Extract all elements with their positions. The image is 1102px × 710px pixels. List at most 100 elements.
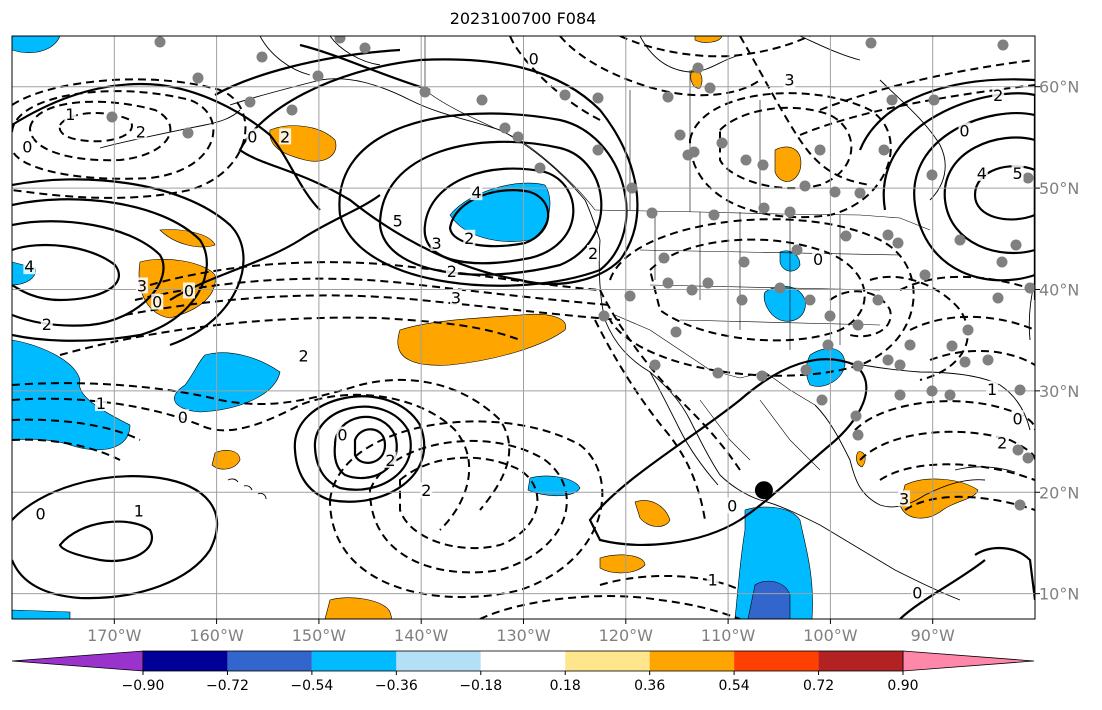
contour-label-bg — [783, 71, 796, 88]
contour-solid-east-high-3 — [913, 112, 1035, 282]
contour-label: 0 — [813, 250, 823, 269]
contour-label: 3 — [451, 289, 461, 308]
colorbar: −0.90 −0.72 −0.54 −0.36 −0.18 0.18 0.36 0.54 0.7… — [11, 650, 1035, 694]
contour-label-bg — [64, 106, 77, 123]
contour-label-bg — [23, 258, 36, 275]
contour-label: 1 — [708, 570, 718, 589]
colorbar-swatch — [480, 651, 566, 671]
contour-label-bg — [297, 347, 310, 364]
contour-label-bg — [95, 395, 108, 412]
contour-dashed-gulf-1 — [854, 400, 1035, 431]
coast-baja — [649, 371, 719, 486]
contour-label: 2 — [280, 127, 290, 146]
coast-cuba — [954, 466, 1016, 473]
contour-label: 5 — [393, 212, 403, 231]
contour-label-bg — [1011, 164, 1024, 181]
lat-tick-label: 50°N — [1039, 179, 1079, 198]
station-dots — [106, 36, 1035, 511]
contour-label: 0 — [529, 49, 539, 68]
us-canada-border — [594, 209, 931, 231]
shade-blue-dark-mexico — [747, 580, 791, 619]
contour-solid-gulf-high-4 — [338, 112, 628, 287]
contour-solid-west-high-3 — [12, 198, 208, 342]
contour-label-bg — [21, 138, 34, 155]
shade-blue-small-central — [527, 475, 581, 497]
contour-label-bg — [470, 184, 483, 201]
colorbar-label: −0.54 — [290, 678, 333, 694]
mexico-interior — [699, 399, 821, 471]
contour-label: 1 — [96, 394, 106, 413]
colorbar-swatch — [396, 651, 481, 671]
lon-tick-label: 90°W — [911, 626, 955, 645]
contour-label-bg — [898, 490, 911, 507]
contour-solid-se — [899, 559, 986, 619]
coast-us-gulf — [834, 359, 1031, 431]
contour-label-bg — [151, 293, 164, 310]
lat-tick-label: 40°N — [1039, 280, 1079, 299]
contour-solid-gulf-high-3 — [378, 140, 603, 276]
colorbar-label: −0.72 — [206, 678, 249, 694]
coastlines — [99, 36, 1035, 601]
colorbar-swatch — [649, 651, 735, 671]
contour-label-bg — [384, 451, 397, 468]
contour-label-bg — [132, 502, 145, 519]
contour-label: 2 — [997, 434, 1007, 453]
contour-label: 0 — [959, 121, 969, 140]
contour-dashed-coast-1 — [599, 289, 741, 471]
contour-label-bg — [279, 128, 292, 145]
contour-label-bg — [527, 50, 540, 67]
contour-label: 2 — [588, 244, 598, 263]
contour-label: 4 — [977, 164, 987, 183]
us-states-grid-1 — [654, 212, 841, 350]
shade-orange-mexico — [899, 478, 979, 519]
contour-label: 0 — [247, 127, 257, 146]
contour-label-bg — [34, 505, 47, 522]
contour-label-bg — [135, 277, 148, 294]
lon-tick-label: 160°W — [189, 626, 244, 645]
contour-label-bg — [420, 482, 433, 499]
contour-label: 2 — [421, 481, 431, 500]
colorbar-label: 0.72 — [803, 678, 834, 694]
contour-label-bg — [246, 128, 259, 145]
contour-dashed-south-1 — [479, 595, 741, 619]
coast-mexico-west — [719, 474, 961, 601]
contour-label-bg — [911, 584, 924, 601]
contour-dashed-nw-low-2 — [28, 100, 172, 162]
contour-dashed-north-1 — [509, 36, 601, 121]
contour-label-bg — [336, 426, 349, 443]
contour-label-bg — [463, 229, 476, 246]
colorbar-label: −0.90 — [122, 678, 165, 694]
contour-solid-pac-high-4 — [293, 395, 426, 503]
contour-label-bg — [1011, 410, 1024, 427]
colorbar-swatch — [143, 651, 228, 671]
contour-solid-mex-gulf — [974, 546, 1035, 601]
contour-dashed-low-2 — [368, 440, 568, 574]
colorbar-label: 0.54 — [719, 678, 750, 694]
contour-label: 0 — [36, 505, 46, 524]
contour-solid-sw — [12, 475, 219, 600]
lon-tick-label: 150°W — [292, 626, 347, 645]
contour-label-bg — [176, 409, 189, 426]
contour-solid-zero-1 — [169, 194, 381, 301]
contour-label: 0 — [22, 138, 32, 157]
colorbar-extend-left — [11, 650, 144, 672]
contour-label-bg — [726, 497, 739, 514]
contour-label-bg — [986, 380, 999, 397]
colorbar-swatch — [818, 651, 903, 671]
colorbar-label: 0.90 — [887, 678, 918, 694]
contour-solid-band-1 — [238, 58, 639, 286]
contour-label-bg — [391, 212, 404, 229]
contour-dashed-gulf-3 — [879, 463, 1035, 481]
contour-label: 0 — [912, 584, 922, 603]
lon-tick-label: 110°W — [701, 626, 756, 645]
contour-label: 0 — [727, 496, 737, 515]
contour-label: 4 — [24, 257, 34, 276]
coast-hudson — [879, 79, 946, 201]
contour-dashed-mid-1 — [12, 378, 511, 511]
map-axes: 170°W 160°W 150°W 140°W 130°W 120°W 110°W 100°W… — [87, 78, 1079, 645]
contour-dashed-us-4 — [869, 275, 969, 381]
contour-label: 2 — [136, 122, 146, 141]
shade-orange-south-1 — [634, 500, 671, 527]
contour-label: 5 — [1013, 164, 1023, 183]
